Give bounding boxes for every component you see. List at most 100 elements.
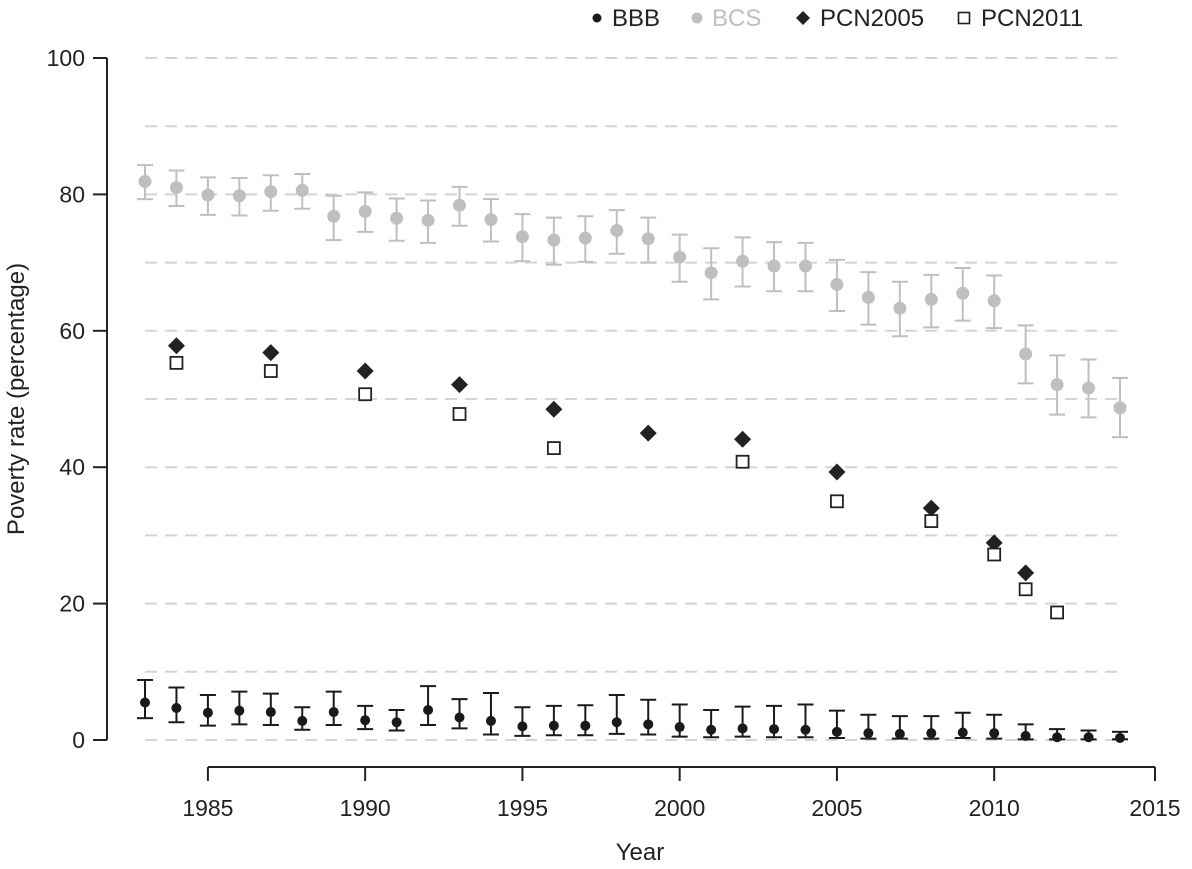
pcn2005-point [356,362,374,380]
bcs-point [610,224,624,238]
bcs-point [169,181,183,195]
bbb-point [391,717,402,728]
bcs-point [924,292,938,306]
x-tick-label: 2015 [1129,795,1180,821]
pcn2011-point [169,355,184,370]
x-tick-label: 1995 [497,795,548,821]
bcs-point [736,254,750,268]
legend-item-pcn2005: PCN2005 [796,5,924,32]
y-tick-label: 60 [59,318,85,344]
y-axis-title: Poverty rate (percentage) [3,263,30,535]
legend-marker [957,11,971,25]
y-tick-label: 20 [59,591,85,617]
bbb-point [454,712,465,723]
bbb-point [989,728,1000,739]
bbb-point [297,715,308,726]
bbb-point [234,705,245,716]
bbb-point [423,704,434,715]
bbb-point [706,724,717,735]
bbb-point [1052,732,1063,743]
bcs-point [798,259,812,273]
pcn2011-point [452,407,467,421]
pcn2005-point [451,376,469,394]
legend-marker [592,13,602,23]
pcn2011-point [1050,605,1064,620]
y-tick-label: 80 [59,181,85,207]
bcs-point [484,213,498,227]
bbb-point [957,727,968,738]
gridlines [145,57,1120,741]
pcn2011-point [735,454,750,469]
bbb-point [548,720,559,731]
pcn2005-point [922,499,940,517]
legend: BBB BCS PCN2005 PCN2011 [592,5,1083,32]
bcs-point [893,301,907,315]
pcn2005-point [734,430,752,448]
legend-marker [691,12,703,24]
legend-marker [796,11,810,25]
bbb-point [863,728,874,739]
bcs-point [327,209,341,223]
legend-label: PCN2011 [981,5,1083,32]
pcn2005-point [262,344,280,362]
bbb-point [769,724,780,735]
pcn2011-point [263,364,278,378]
legend-item-bbb: BBB [592,5,660,32]
x-tick-label: 2010 [969,795,1020,821]
pcn2011-point [830,494,844,509]
bcs-point [987,294,1001,308]
bcs-point [578,231,592,245]
bcs-point [390,211,404,225]
bbb-point [171,702,182,713]
bcs-point [956,286,970,300]
bbb-point [643,719,654,730]
bbb-point [580,720,591,731]
bbb-point [140,697,150,708]
y-tick-label: 40 [59,454,85,480]
axes: 0 20 40 60 80 100 1985 1990 1995 2000 2005 2010 201… [3,45,1181,866]
y-tick-label: 100 [47,45,85,71]
plot-area [137,164,1128,743]
pcn2011-point [987,547,1002,562]
pcn2005-point [1017,564,1035,582]
bcs-point [515,230,529,244]
bbb-point [894,728,905,739]
bcs-point [641,232,655,246]
bcs-point [673,250,687,264]
series-bbb [137,678,1128,743]
bcs-point [1113,401,1127,415]
bbb-point [1115,732,1125,743]
bcs-point [232,189,246,203]
bbb-point [831,726,842,737]
bbb-point [202,707,213,718]
pcn2005-point [639,424,657,442]
y-tick-label: 0 [72,727,85,753]
x-axis-title: Year [616,839,665,866]
bbb-point [517,721,528,732]
x-tick-label: 2005 [811,795,862,821]
bbb-point [800,724,811,735]
bcs-point [264,185,278,199]
bcs-point [861,290,875,304]
bbb-point [674,722,685,733]
bbb-point [328,707,339,718]
bcs-point [358,204,372,218]
legend-item-pcn2011: PCN2011 [957,5,1083,32]
legend-item-bcs: BCS [691,5,761,32]
bbb-point [611,717,622,728]
x-tick-label: 1990 [340,795,391,821]
legend-label: BCS [712,5,761,32]
bcs-point [453,198,467,212]
bcs-point [547,233,561,247]
legend-label: BBB [612,5,660,32]
pcn2011-point [358,387,373,402]
pcn2005-point [545,400,563,418]
bcs-point [830,277,844,291]
pcn2011-point [924,514,939,528]
bcs-point [704,266,718,280]
series-pcn2005 [167,337,1035,582]
x-ticks: 1985 1990 1995 2000 2005 2010 2015 [182,767,1181,821]
series-bcs [137,164,1128,439]
bcs-point [1050,378,1064,392]
